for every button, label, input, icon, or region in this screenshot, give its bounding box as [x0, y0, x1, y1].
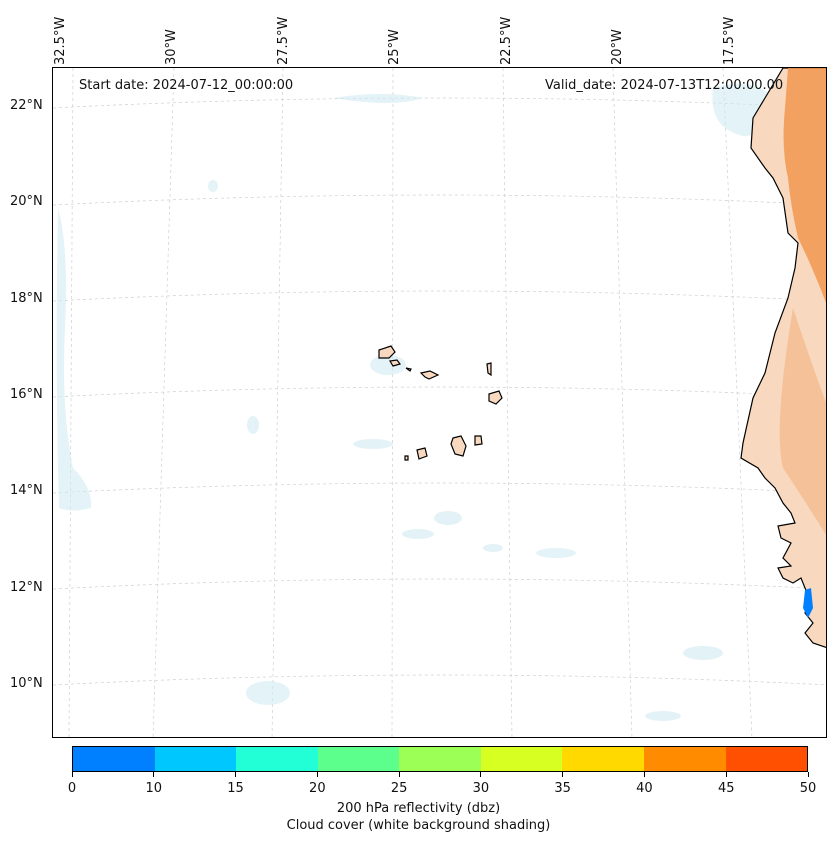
colorbar-tick: [71, 772, 73, 777]
lon-label-22.5w: 22.5°W: [499, 16, 514, 65]
reflectivity-blue-cell: [803, 588, 813, 618]
lat-label-22n: 22°N: [10, 98, 43, 113]
colorbar-tick: [398, 772, 400, 777]
map-panel[interactable]: [52, 67, 827, 738]
lon-label-30w: 30°W: [164, 29, 179, 65]
lon-label-27.5w: 27.5°W: [276, 16, 291, 65]
reflectivity-area-south: [779, 308, 826, 535]
colorbar-segment-45-50: [725, 747, 808, 771]
colorbar-tick-label: 30: [472, 781, 490, 796]
colorbar-tick: [480, 772, 482, 777]
colorbar-tick: [725, 772, 727, 777]
colorbar-tick-label: 25: [390, 781, 408, 796]
lat-label-14n: 14°N: [10, 483, 43, 498]
colorbar-tick: [153, 772, 155, 777]
lon-label-25w: 25°W: [387, 29, 402, 65]
reflectivity-area: [783, 68, 826, 303]
colorbar-tick-label: 35: [554, 781, 571, 796]
cloud-cover-shading: [56, 83, 773, 721]
colorbar-tick-label: 20: [309, 781, 326, 796]
colorbar-tick: [316, 772, 318, 777]
colorbar-tick-label: 40: [636, 781, 653, 796]
colorbar-segment-10-15: [154, 747, 237, 771]
lon-label-17.5w: 17.5°W: [722, 16, 737, 65]
colorbar-segment-0-10: [73, 747, 155, 771]
colorbar-caption-reflectivity: 200 hPa reflectivity (dbz): [336, 801, 501, 816]
colorbar-tick: [643, 772, 645, 777]
colorbar: [72, 746, 808, 772]
colorbar-segment-35-40: [562, 747, 644, 771]
map-canvas: [53, 68, 826, 737]
colorbar-tick-label: 0: [67, 781, 77, 796]
colorbar-tick: [235, 772, 237, 777]
cape-verde-islands: [378, 345, 503, 461]
colorbar-tick-label: 15: [227, 781, 244, 796]
colorbar-segment-20-25: [317, 747, 400, 771]
lat-label-20n: 20°N: [10, 194, 43, 209]
colorbar-caption-cloud: Cloud cover (white background shading): [286, 818, 551, 833]
colorbar-segment-15-20: [236, 747, 318, 771]
colorbar-tick-label: 10: [145, 781, 163, 796]
lat-label-18n: 18°N: [10, 291, 43, 306]
colorbar-segment-30-35: [480, 747, 563, 771]
lon-label-32.5w: 32.5°W: [53, 16, 68, 65]
start-date-label: Start date: 2024-07-12_00:00:00: [79, 78, 294, 93]
lat-label-12n: 12°N: [10, 580, 43, 595]
colorbar-tick: [562, 772, 564, 777]
colorbar-segment-40-45: [643, 747, 726, 771]
colorbar-segment-25-30: [399, 747, 481, 771]
lat-label-10n: 10°N: [10, 676, 43, 691]
colorbar-tick-label: 50: [799, 781, 817, 796]
lat-label-16n: 16°N: [10, 387, 43, 402]
colorbar-tick: [807, 772, 809, 777]
colorbar-tick-label: 45: [717, 781, 735, 796]
valid-date-label: Valid_date: 2024-07-13T12:00:00.00: [545, 78, 784, 93]
lon-label-20w: 20°W: [610, 29, 625, 65]
graticule: [53, 68, 826, 737]
